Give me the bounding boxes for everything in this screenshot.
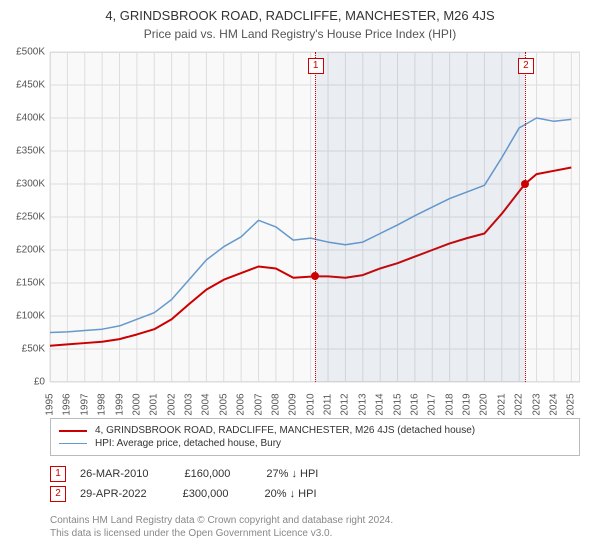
x-tick-label: 2018 [444, 393, 455, 415]
y-tick-label: £50K [0, 344, 45, 355]
ownership-shade [315, 52, 525, 382]
sale-dot-1 [311, 272, 319, 280]
legend-swatch-property [59, 430, 87, 432]
x-tick-label: 2021 [496, 393, 507, 415]
x-tick-label: 2000 [131, 393, 142, 415]
x-tick-label: 2010 [305, 393, 316, 415]
title-address: 4, GRINDSBROOK ROAD, RADCLIFFE, MANCHEST… [0, 8, 600, 23]
y-tick-label: £0 [0, 377, 45, 388]
plot-area: £0£50K£100K£150K£200K£250K£300K£350K£400… [50, 52, 580, 382]
title-subtitle: Price paid vs. HM Land Registry's House … [0, 27, 600, 41]
x-tick-label: 2011 [323, 394, 334, 416]
marker-line-1 [315, 52, 316, 382]
x-tick-label: 2006 [236, 393, 247, 415]
y-tick-label: £300K [0, 179, 45, 190]
sales-table: 1 26-MAR-2010 £160,000 27% ↓ HPI 2 29-AP… [50, 462, 580, 506]
x-tick-label: 2012 [340, 393, 351, 415]
marker-badge-1: 1 [308, 58, 324, 74]
title-block: 4, GRINDSBROOK ROAD, RADCLIFFE, MANCHEST… [0, 0, 600, 41]
x-tick-label: 2007 [253, 393, 264, 415]
sale-date-2: 29-APR-2022 [80, 488, 147, 500]
y-tick-label: £450K [0, 80, 45, 91]
x-tick-label: 2022 [514, 393, 525, 415]
y-tick-label: £200K [0, 245, 45, 256]
y-tick-label: £250K [0, 212, 45, 223]
x-tick-label: 1996 [62, 393, 73, 415]
chart-container: 4, GRINDSBROOK ROAD, RADCLIFFE, MANCHEST… [0, 0, 600, 560]
y-tick-label: £100K [0, 311, 45, 322]
legend-box: 4, GRINDSBROOK ROAD, RADCLIFFE, MANCHEST… [50, 418, 580, 456]
x-tick-label: 2003 [184, 393, 195, 415]
x-tick-label: 2019 [462, 393, 473, 415]
y-tick-label: £400K [0, 113, 45, 124]
attribution-text: Contains HM Land Registry data © Crown c… [50, 514, 580, 540]
x-tick-label: 1997 [79, 393, 90, 415]
x-tick-label: 2016 [409, 393, 420, 415]
x-tick-label: 1998 [97, 393, 108, 415]
x-tick-label: 2023 [531, 393, 542, 415]
sale-price-2: £300,000 [183, 488, 229, 500]
y-tick-label: £350K [0, 146, 45, 157]
x-tick-label: 2024 [548, 393, 559, 415]
legend-label-hpi: HPI: Average price, detached house, Bury [95, 438, 281, 449]
x-tick-label: 1995 [45, 393, 56, 415]
legend-swatch-hpi [59, 443, 87, 444]
sale-marker-1: 1 [50, 466, 66, 482]
sale-dot-2 [521, 180, 529, 188]
x-tick-label: 2004 [201, 393, 212, 415]
x-tick-label: 2020 [479, 393, 490, 415]
x-tick-label: 2017 [427, 393, 438, 415]
x-tick-label: 2001 [149, 393, 160, 415]
x-tick-label: 2008 [270, 393, 281, 415]
x-tick-label: 2014 [375, 393, 386, 415]
sales-row-2: 2 29-APR-2022 £300,000 20% ↓ HPI [50, 486, 580, 502]
x-tick-label: 2009 [288, 393, 299, 415]
attribution-line2: This data is licensed under the Open Gov… [50, 527, 580, 540]
marker-badge-2: 2 [518, 58, 534, 74]
legend-label-property: 4, GRINDSBROOK ROAD, RADCLIFFE, MANCHEST… [95, 425, 475, 436]
sale-price-1: £160,000 [184, 468, 230, 480]
legend-item-property: 4, GRINDSBROOK ROAD, RADCLIFFE, MANCHEST… [59, 425, 571, 436]
y-tick-label: £150K [0, 278, 45, 289]
legend-item-hpi: HPI: Average price, detached house, Bury [59, 438, 571, 449]
marker-line-2 [525, 52, 526, 382]
x-tick-label: 2005 [218, 393, 229, 415]
x-tick-label: 2002 [166, 393, 177, 415]
y-tick-label: £500K [0, 47, 45, 58]
x-tick-label: 2015 [392, 393, 403, 415]
sale-marker-2: 2 [50, 486, 66, 502]
x-tick-label: 2013 [357, 393, 368, 415]
sales-row-1: 1 26-MAR-2010 £160,000 27% ↓ HPI [50, 466, 580, 482]
sale-date-1: 26-MAR-2010 [80, 468, 148, 480]
x-tick-label: 2025 [566, 393, 577, 415]
attribution-line1: Contains HM Land Registry data © Crown c… [50, 514, 580, 527]
sale-delta-2: 20% ↓ HPI [265, 488, 317, 500]
sale-delta-1: 27% ↓ HPI [266, 468, 318, 480]
x-tick-label: 1999 [114, 393, 125, 415]
